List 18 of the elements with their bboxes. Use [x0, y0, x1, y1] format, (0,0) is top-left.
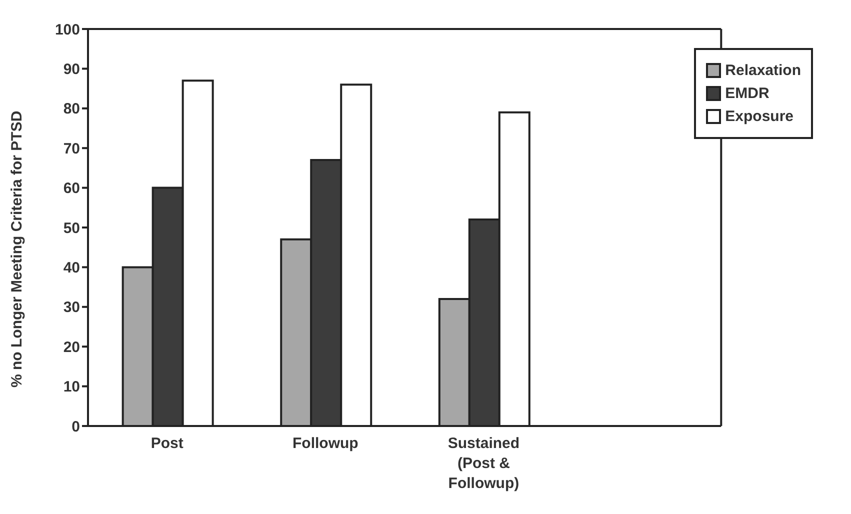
- y-tick-label: 10: [63, 378, 80, 396]
- y-tick-label: 50: [63, 220, 80, 237]
- y-tick-label: 40: [63, 260, 80, 277]
- y-tick-label: 30: [63, 299, 80, 316]
- y-tick-label: 0: [72, 418, 80, 436]
- legend-label: Relaxation: [724, 62, 801, 79]
- y-tick-label: 100: [54, 21, 80, 38]
- x-tick-label: Sustained (Post & Followup): [448, 435, 520, 492]
- y-tick-label: 80: [63, 100, 80, 118]
- x-tick-label: Post: [150, 435, 184, 452]
- x-tick-label: Followup: [292, 435, 358, 452]
- y-axis-title: % no Longer Meeting Criteria for PTSD: [8, 110, 26, 388]
- y-tick-label: 60: [63, 180, 80, 198]
- y-tick-label: 70: [63, 140, 80, 158]
- y-tick-label: 90: [63, 61, 80, 78]
- legend-label: Exposure: [724, 108, 794, 125]
- y-tick-label: 20: [63, 338, 80, 356]
- legend-label: EMDR: [724, 85, 770, 102]
